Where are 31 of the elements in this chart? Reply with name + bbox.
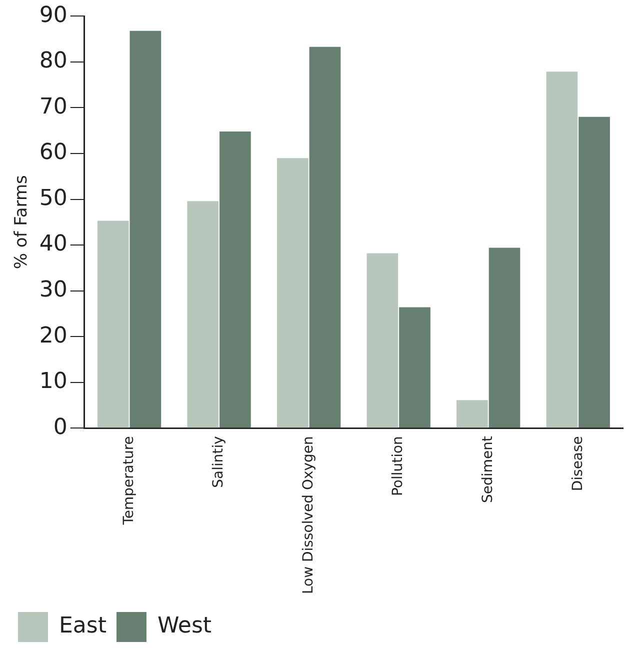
y-tick-label: 70 (39, 94, 68, 120)
y-tick-label: 0 (53, 414, 68, 440)
bar (309, 46, 341, 428)
bar (456, 400, 488, 428)
x-tick-label: Pollution (390, 436, 406, 496)
y-tick-label: 20 (39, 323, 68, 348)
bar (488, 248, 520, 428)
bar (220, 132, 251, 428)
x-tick-label: Sediment (480, 436, 496, 503)
y-tick-label: 90 (39, 2, 68, 28)
x-tick-label: Salintiy (210, 436, 227, 488)
y-tick-label: 60 (39, 140, 68, 166)
y-tick-label: 50 (39, 186, 68, 211)
y-axis-title: % of Farms (12, 174, 32, 270)
x-tick-label: Temperature (120, 436, 137, 526)
bar (366, 253, 398, 428)
y-tick-label: 80 (39, 48, 68, 74)
bar (97, 220, 129, 428)
legend-label: East (59, 614, 107, 639)
bar (130, 30, 162, 428)
y-tick-label: 40 (39, 232, 68, 257)
legend-label: West (157, 614, 212, 639)
bar (578, 116, 610, 428)
bar (399, 307, 430, 428)
bar (546, 72, 578, 428)
y-tick-label: 30 (39, 278, 68, 302)
bar (276, 158, 308, 428)
x-tick-label: Low Dissolved Oxygen (300, 436, 316, 594)
bar (187, 201, 219, 428)
y-tick-label: 10 (39, 369, 68, 394)
x-tick-label: Disease (570, 436, 586, 492)
